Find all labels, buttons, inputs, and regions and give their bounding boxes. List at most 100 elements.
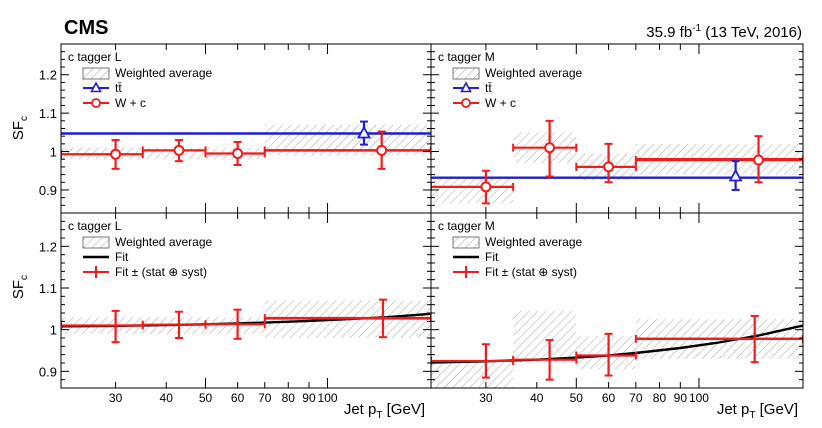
legend-entry: Fit	[83, 250, 129, 264]
y-tick-label: 0.9	[39, 364, 57, 379]
y-tick-label: 1.2	[39, 68, 57, 83]
x-tick-label: 80	[282, 391, 296, 405]
data-point	[356, 120, 371, 146]
panel-bottom-left: 0.9 1 1.1 1.2 30 40 50 60 70 80 90 100 c tagger L Wei…	[39, 212, 432, 405]
y-tick-label: 1	[50, 145, 57, 160]
legend-label: Fit ± (stat ⊕ syst)	[115, 265, 207, 279]
legend-label: tt̄	[115, 81, 122, 95]
legend-hatch-swatch	[452, 67, 480, 80]
panel-title: c tagger L	[68, 50, 122, 64]
legend-triangle-marker	[90, 81, 102, 93]
x-tick-label: 60	[602, 391, 616, 405]
y-tick-label: 1.1	[39, 106, 57, 121]
legend-label: W + c	[115, 96, 146, 110]
legend-entry: W + c	[83, 96, 146, 110]
x-tick-label: 30	[479, 391, 493, 405]
plot-area	[61, 298, 431, 344]
panel-bottom-right: 30 40 50 60 70 80 90 100 c tagger M Weighted aver…	[430, 212, 804, 405]
legend-label: Fit	[485, 250, 499, 264]
data-point	[61, 139, 144, 170]
data-point	[204, 308, 266, 340]
legend-entry: Weighted average	[452, 235, 583, 249]
x-tick-label: 80	[653, 391, 667, 405]
legend-circle-marker	[461, 98, 471, 108]
data-point	[263, 130, 431, 170]
legend-label: Weighted average	[485, 235, 583, 249]
marker-triangle	[728, 168, 743, 182]
marker-circle	[173, 144, 185, 156]
plot-area	[431, 119, 803, 205]
data-point	[575, 332, 637, 377]
data-point	[204, 140, 266, 166]
y-axis-title-top: SFc	[10, 116, 30, 140]
legend-entry: Fit ± (stat ⊕ syst)	[453, 265, 577, 279]
marker-circle	[110, 148, 122, 160]
lumi-value: 35.9 fb	[646, 24, 692, 41]
x-tick-label: 70	[629, 391, 643, 405]
experiment-label: CMS	[64, 17, 108, 39]
x-tick-label: 60	[231, 391, 245, 405]
y-tick-label: 1.2	[39, 239, 57, 254]
legend-entry: Weighted average	[82, 235, 213, 249]
data-point	[263, 298, 431, 339]
marker-circle	[480, 181, 492, 193]
x-tick-label: 90	[302, 391, 316, 405]
marker-circle	[376, 144, 388, 156]
uncertainty-band	[61, 147, 265, 160]
data-point	[61, 309, 144, 344]
data-point	[512, 339, 578, 381]
uncertainty-band	[576, 335, 636, 370]
svg-text:SFc: SFc	[10, 275, 30, 299]
legend-label: Weighted average	[115, 235, 213, 249]
legend-label: Fit	[115, 250, 129, 264]
legend-entry: Weighted average	[82, 66, 213, 80]
panel-title: c tagger M	[438, 50, 495, 64]
uncertainty-band	[513, 310, 577, 363]
legend-label: W + c	[485, 96, 516, 110]
marker-triangle	[356, 125, 371, 139]
x-axis-title-right: Jet pT [GeV]	[717, 401, 798, 421]
x-tick-label: 100	[689, 391, 709, 405]
x-tick-label: 30	[109, 391, 123, 405]
y-tick-label: 0.9	[39, 183, 57, 198]
y-axis-title-bottom: SFc	[10, 275, 30, 299]
legend-entry: Fit	[453, 250, 499, 264]
data-point	[575, 142, 637, 184]
svg-text:SFc: SFc	[10, 116, 30, 140]
panel-title: c tagger M	[438, 219, 495, 233]
legend-triangle-marker	[460, 81, 472, 93]
legend-label: Weighted average	[115, 66, 213, 80]
x-tick-label: 40	[160, 391, 174, 405]
marker-circle	[603, 161, 615, 173]
legend-entry: Weighted average	[452, 66, 583, 80]
x-tick-label: 90	[674, 391, 688, 405]
lumi-energy: (13 TeV, 2016)	[701, 24, 802, 41]
legend-entry: tt̄	[83, 81, 122, 95]
data-point	[512, 119, 578, 178]
x-axis-title-left: Jet pT [GeV]	[344, 401, 425, 421]
data-point	[634, 135, 803, 184]
lumi-exponent: -1	[692, 23, 701, 34]
luminosity-label: 35.9 fb-1 (13 TeV, 2016)	[646, 23, 802, 41]
data-point	[728, 160, 743, 191]
data-point	[141, 310, 207, 339]
legend-hatch-swatch	[82, 236, 110, 249]
legend-entry: tt̄	[453, 81, 492, 95]
legend-label: tt̄	[485, 81, 492, 95]
panel-frame	[430, 212, 804, 389]
x-tick-label: 50	[199, 391, 213, 405]
uncertainty-band	[431, 176, 514, 204]
panel-title: c tagger L	[68, 219, 122, 233]
marker-circle	[753, 154, 765, 166]
legend-label: Fit ± (stat ⊕ syst)	[485, 265, 577, 279]
panel-top-left: 0.9 1 1.1 1.2 c tagger L Weighted averagett̄W…	[39, 43, 432, 214]
legend-hatch-swatch	[82, 67, 110, 80]
legend-entry: Fit ± (stat ⊕ syst)	[83, 265, 207, 279]
y-tick-label: 1.1	[39, 281, 57, 296]
x-tick-label: 100	[318, 391, 338, 405]
marker-circle	[232, 147, 244, 159]
plot-area	[61, 120, 431, 170]
